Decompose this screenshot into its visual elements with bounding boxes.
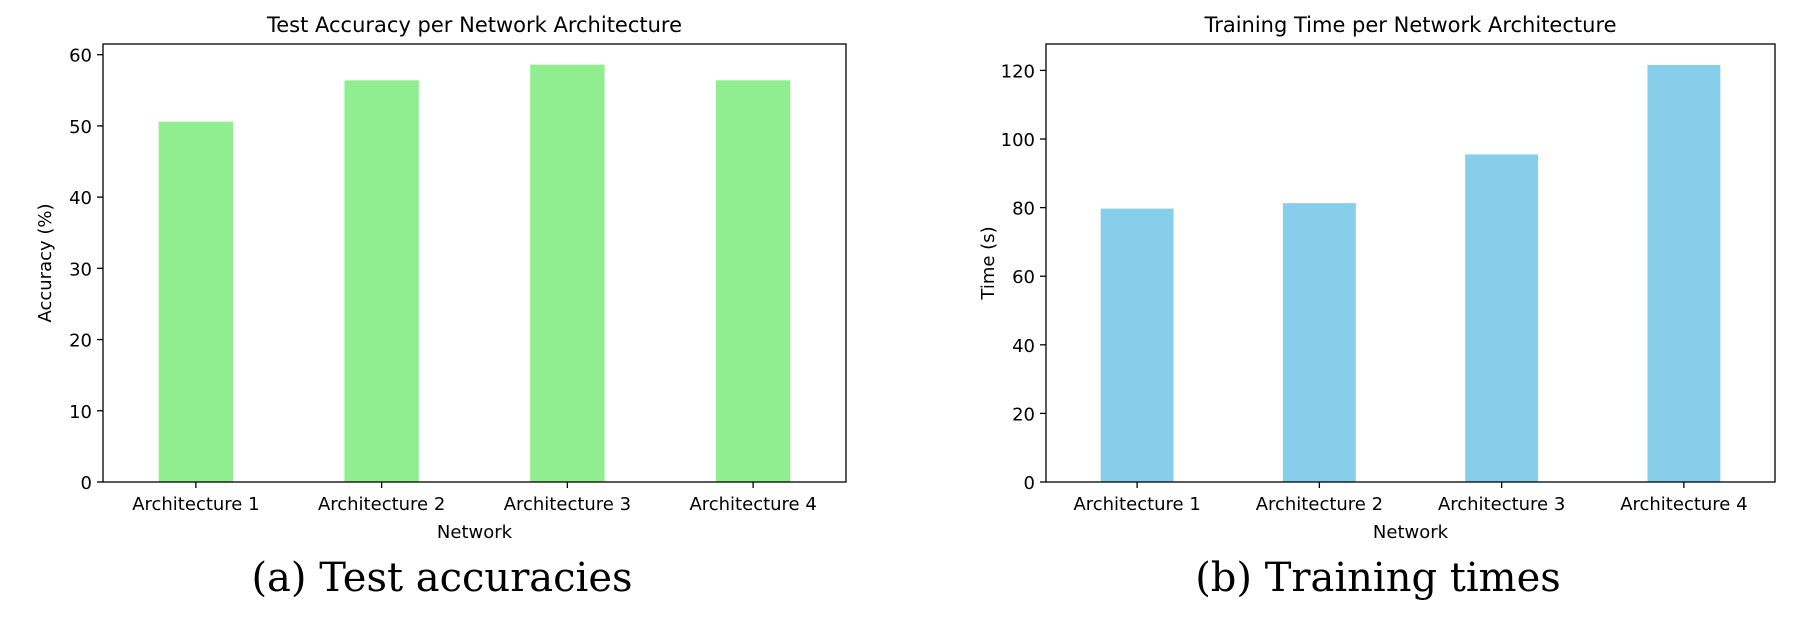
chart-title: Test Accuracy per Network Architecture — [266, 13, 682, 37]
y-tick-label: 20 — [1012, 404, 1035, 425]
x-tick-label: Architecture 3 — [1438, 494, 1565, 515]
bar-2 — [344, 80, 419, 482]
y-tick-label: 50 — [69, 117, 92, 138]
y-tick-label: 10 — [69, 402, 92, 423]
y-axis-label: Accuracy (%) — [35, 203, 56, 322]
x-tick-label: Architecture 4 — [689, 494, 816, 515]
bar-1 — [1100, 208, 1174, 482]
bar-3 — [530, 64, 605, 482]
y-tick-label: 30 — [69, 259, 92, 280]
bar-4 — [1647, 64, 1721, 482]
caption-training-times: (b) Training times — [1195, 555, 1561, 601]
y-tick-label: 40 — [1012, 336, 1035, 357]
y-tick-label: 60 — [1012, 267, 1035, 288]
y-tick-label: 40 — [69, 188, 92, 209]
y-tick-label: 60 — [69, 46, 92, 67]
y-tick-label: 100 — [1001, 130, 1035, 151]
y-tick-label: 0 — [1024, 473, 1035, 494]
y-axis-label: Time (s) — [978, 226, 999, 300]
y-tick-label: 80 — [1012, 199, 1035, 220]
x-axis-label: Network — [1373, 522, 1449, 543]
bar-3 — [1465, 154, 1539, 482]
x-tick-label: Architecture 1 — [1073, 494, 1200, 515]
x-tick-label: Architecture 2 — [1256, 494, 1383, 515]
bar-2 — [1282, 203, 1356, 482]
y-tick-label: 20 — [69, 331, 92, 352]
bar-4 — [715, 80, 791, 482]
x-tick-label: Architecture 1 — [132, 494, 259, 515]
training-time-chart: Training Time per Network Architecture 0 2… — [978, 13, 1776, 543]
x-tick-label: Architecture 4 — [1620, 494, 1747, 515]
x-tick-label: Architecture 3 — [504, 494, 631, 515]
x-tick-label: Architecture 2 — [318, 494, 445, 515]
axes-frame — [102, 43, 847, 483]
y-tick-label: 0 — [81, 473, 92, 494]
chart-title: Training Time per Network Architecture — [1203, 13, 1616, 37]
x-axis-label: Network — [437, 522, 513, 543]
accuracy-chart: Test Accuracy per Network Architecture 0 1… — [35, 13, 847, 543]
bar-1 — [158, 121, 234, 482]
axes-frame — [1045, 43, 1776, 483]
caption-test-accuracies: (a) Test accuracies — [251, 555, 633, 601]
y-tick-label: 120 — [1001, 61, 1035, 82]
